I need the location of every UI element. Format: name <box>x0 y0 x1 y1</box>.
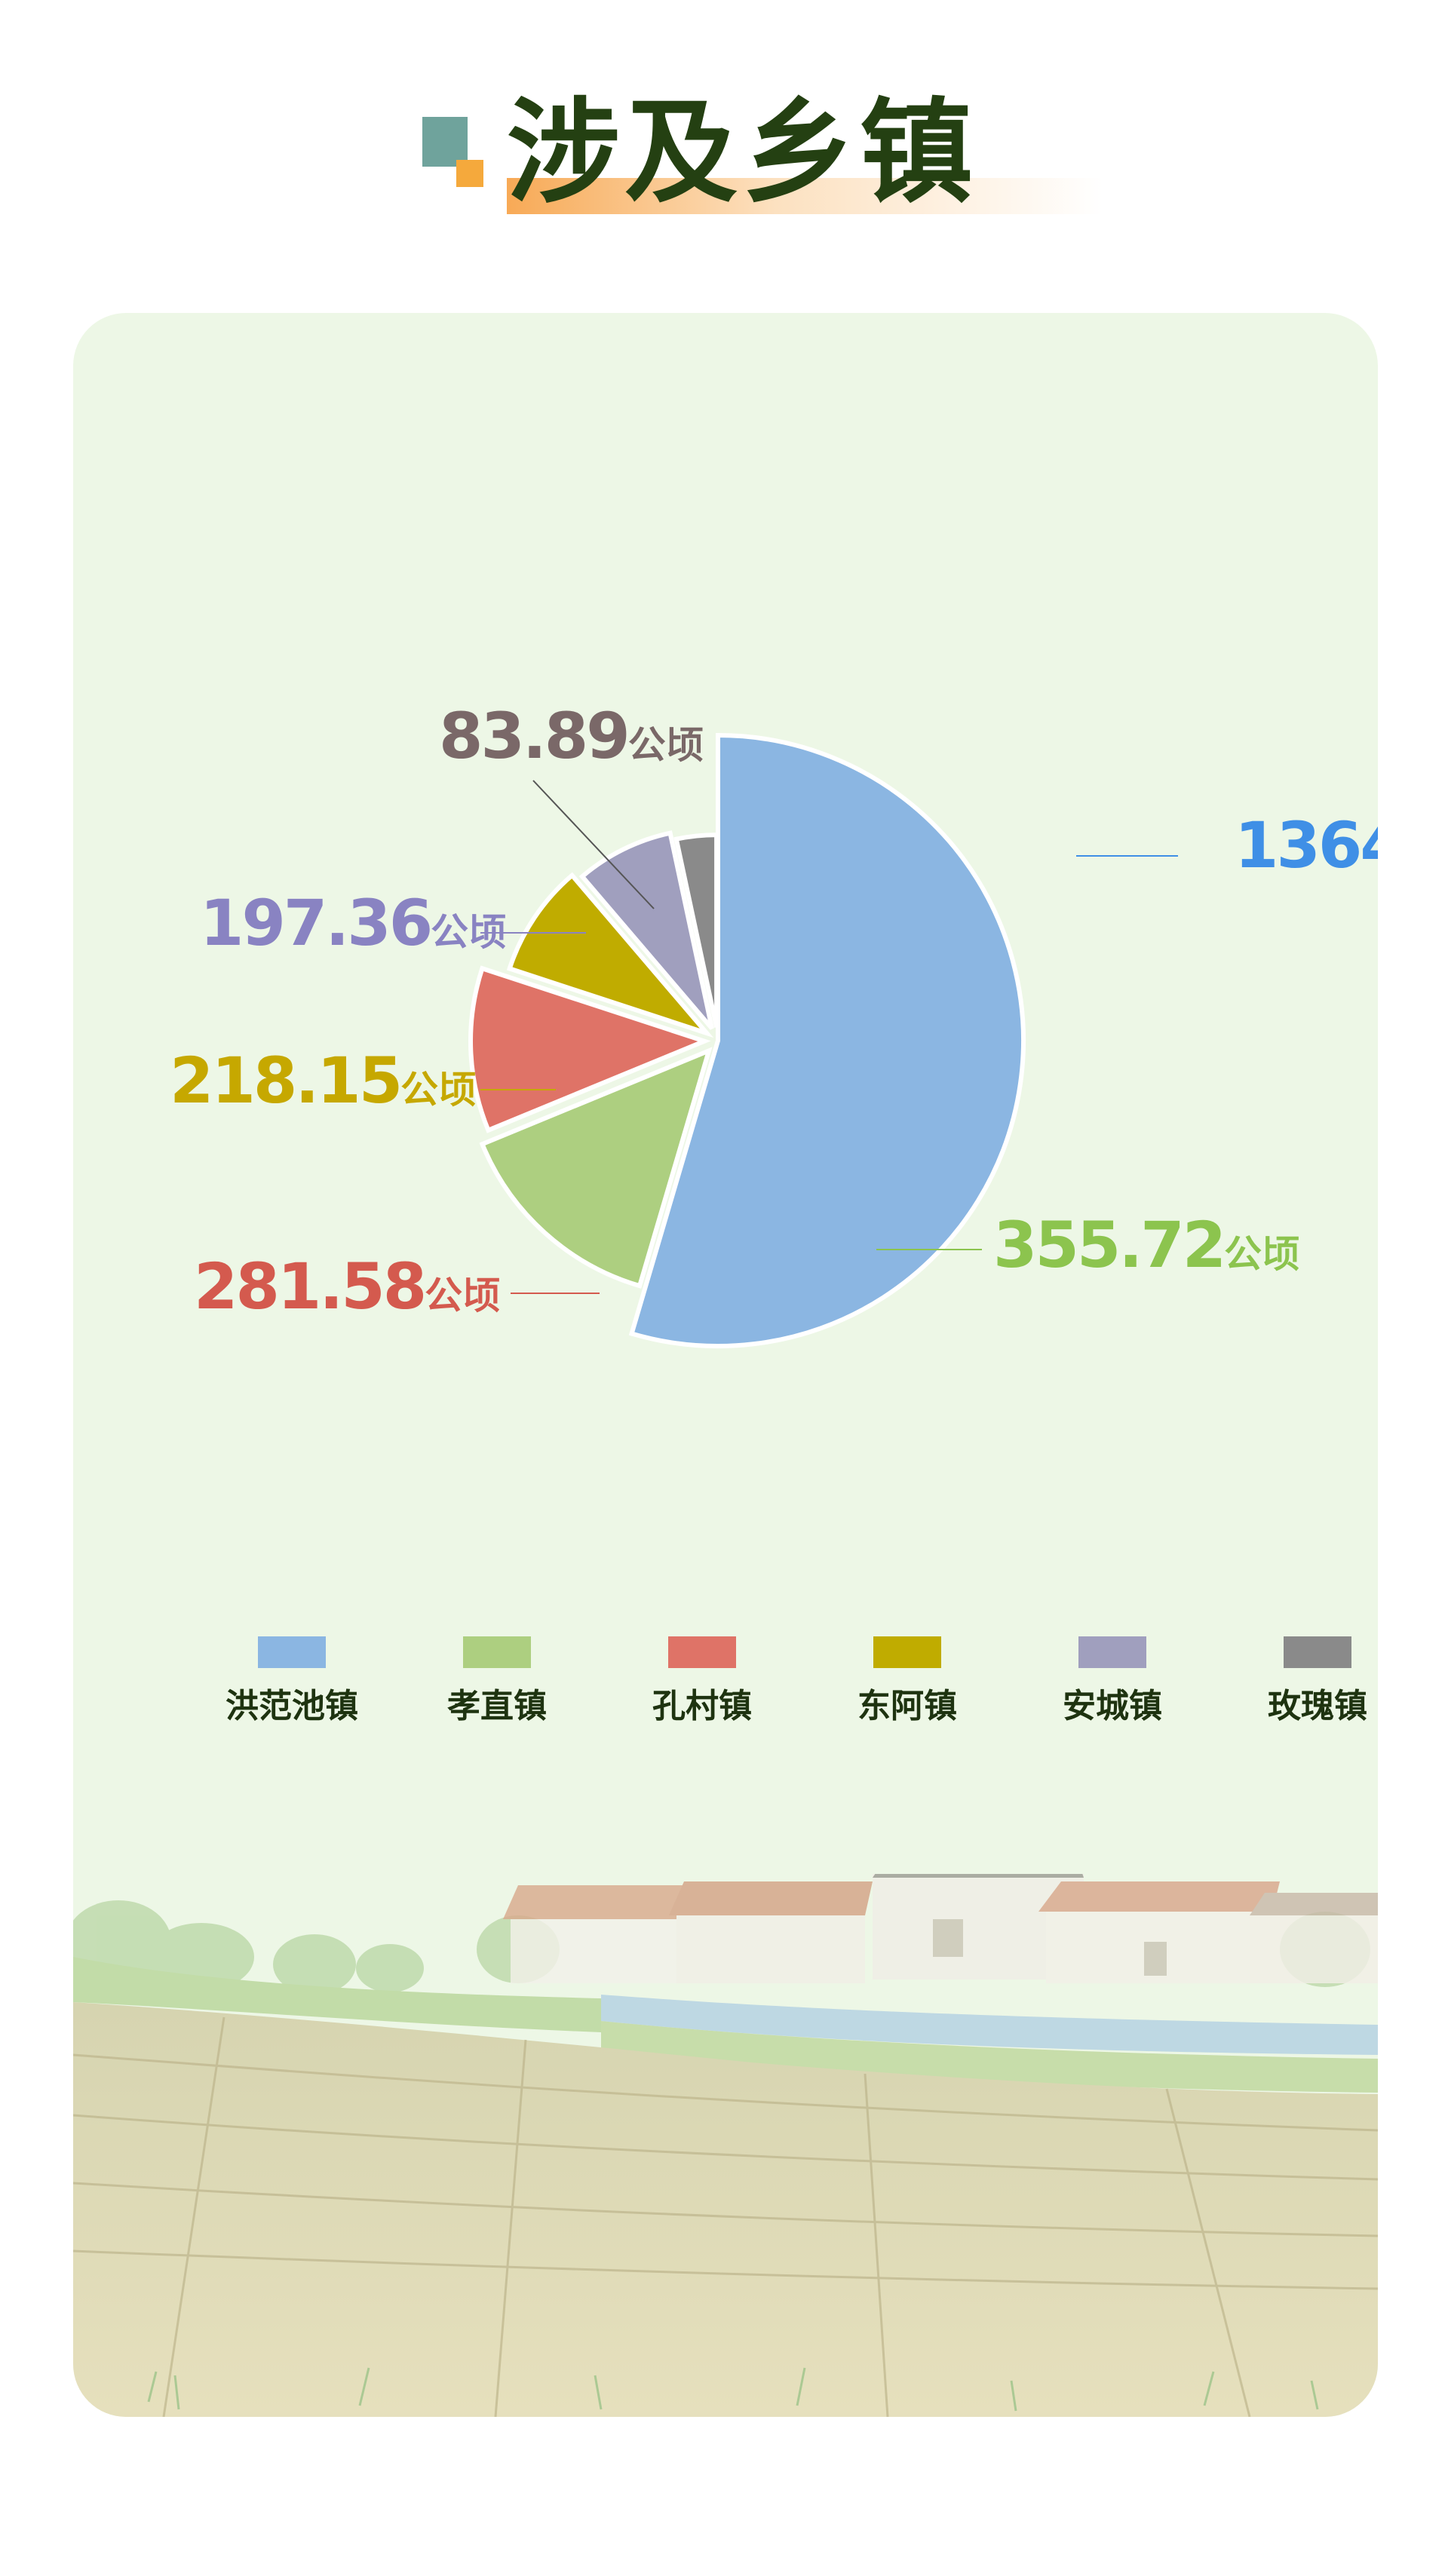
value-label-6: 83.89公顷 <box>439 699 704 773</box>
legend-item-5: 安城镇 <box>1045 1636 1180 1750</box>
legend-item-3: 孔村镇 <box>634 1636 770 1750</box>
title-decoration-accent <box>456 160 483 187</box>
leader-line-6 <box>532 780 655 909</box>
title-decoration-square <box>422 117 468 167</box>
pie-chart: 1364.77公顷 355.72公顷 281.58公顷 218.15公顷 197.36公… <box>170 699 1378 1348</box>
legend-item-6: 玫瑰镇 <box>1250 1636 1378 1750</box>
countryside-illustration <box>73 1874 1378 2417</box>
legend-item-2: 孝直镇 <box>429 1636 565 1750</box>
value-label-2: 355.72公顷 <box>993 1208 1299 1282</box>
legend-swatch <box>1284 1636 1351 1668</box>
legend-label: 洪范池镇 <box>225 1687 358 1725</box>
legend-label: 孔村镇 <box>652 1687 752 1725</box>
legend-swatch <box>1078 1636 1146 1668</box>
title-underline <box>507 178 1103 214</box>
pie-slice-5 <box>578 830 714 1030</box>
pie-slice-4 <box>506 872 714 1038</box>
legend-label: 东阿镇 <box>857 1687 957 1725</box>
value-label-5: 197.36公顷 <box>200 886 506 960</box>
pie-slice-1 <box>628 732 1026 1348</box>
legend-label: 玫瑰镇 <box>1268 1687 1367 1725</box>
chart-legend: 洪范池镇 孝直镇 孔村镇 东阿镇 安城镇 玫瑰镇 <box>224 1636 1378 1750</box>
legend-label: 孝直镇 <box>447 1687 547 1725</box>
legend-swatch <box>463 1636 531 1668</box>
legend-swatch <box>873 1636 941 1668</box>
pie-slice-6 <box>673 833 719 1028</box>
value-label-4: 218.15公顷 <box>170 1044 476 1118</box>
legend-item-4: 东阿镇 <box>839 1636 975 1750</box>
chart-card: 1364.77公顷 355.72公顷 281.58公顷 218.15公顷 197.36公… <box>73 313 1378 2417</box>
value-label-1: 1364.77公顷 <box>1235 808 1378 882</box>
value-label-3: 281.58公顷 <box>194 1250 500 1323</box>
legend-swatch <box>668 1636 736 1668</box>
legend-swatch <box>258 1636 326 1668</box>
page-title: 涉及乡镇 <box>507 87 978 219</box>
title-section: 涉及乡镇 <box>0 0 1448 249</box>
pie-slice-2 <box>479 1047 713 1289</box>
legend-item-1: 洪范池镇 <box>224 1636 360 1750</box>
legend-label: 安城镇 <box>1063 1687 1162 1725</box>
